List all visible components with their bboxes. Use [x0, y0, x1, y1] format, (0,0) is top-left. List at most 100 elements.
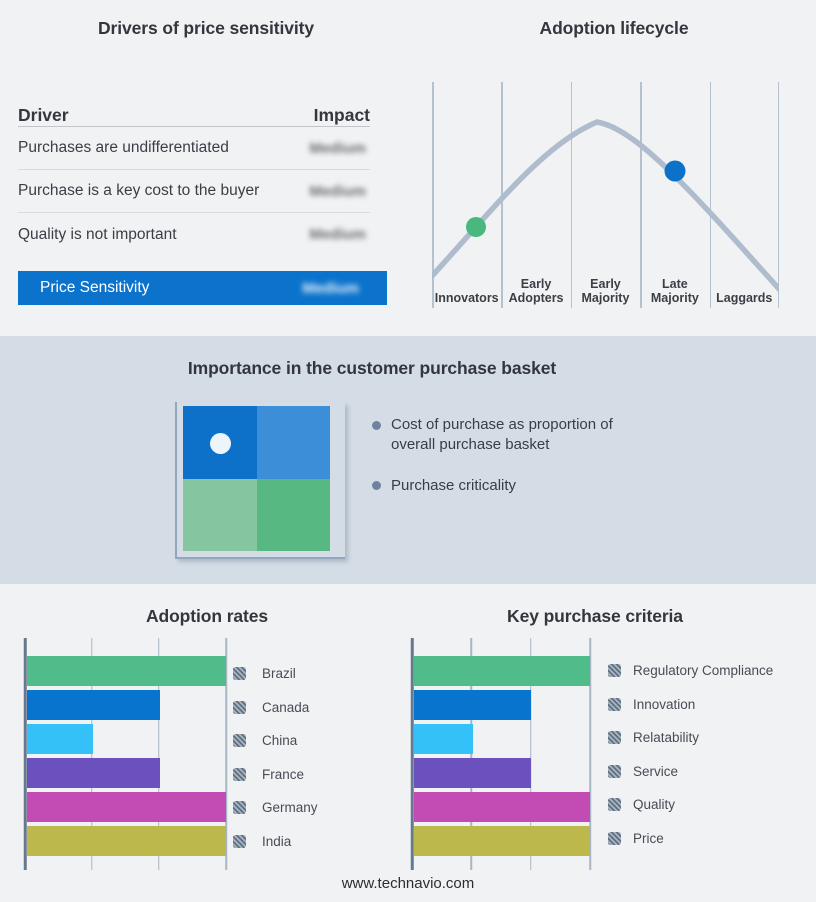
legend-item: Service [608, 755, 773, 789]
stage-label-laggards: Laggards [716, 291, 773, 306]
bar-brazil [27, 656, 226, 686]
legend-label: Brazil [262, 666, 296, 682]
legend-swatch-icon [608, 764, 621, 778]
impact-value-blurred: Medium [309, 226, 366, 243]
gridline [91, 638, 93, 870]
impact-value-blurred: Medium [309, 139, 366, 157]
table-header-row: Driver Impact [18, 92, 370, 127]
legend-item: China [233, 724, 318, 758]
impact-value-blurred: Medium [302, 279, 359, 297]
stage-label-innovators: Innovators [434, 291, 499, 306]
table-row: Purchases are undifferentiated Medium [18, 127, 370, 170]
legend-item: Price [608, 822, 773, 856]
gridline [640, 82, 642, 308]
purchase-basket-bullets: Cost of purchase as proportion of overal… [372, 415, 624, 517]
bar-canada [27, 690, 160, 720]
stage-label-early-adopters: Early Adopters [508, 276, 564, 306]
gridline [470, 638, 473, 870]
lifecycle-chart: Innovators Early Adopters Early Majority… [432, 82, 779, 308]
stage-labels-row: Innovators Early Adopters Early Majority… [432, 277, 779, 309]
legend-item: France [233, 758, 318, 792]
axis-line [23, 638, 27, 870]
quadrant-axis [175, 402, 345, 559]
bullet-item: Cost of purchase as proportion of overal… [372, 415, 624, 455]
legend-label: Innovation [633, 696, 696, 712]
table-row: Quality is not important Medium [18, 213, 370, 256]
quadrant-cell-bottom-left [183, 478, 257, 551]
legend-item: Relatability [608, 721, 773, 755]
legend-item: India [233, 825, 318, 859]
quadrant-matrix [183, 406, 330, 551]
gridline [777, 82, 779, 308]
bar-quality [414, 792, 590, 822]
bar-regulatory-compliance [414, 656, 590, 686]
legend-item: Quality [608, 788, 773, 822]
column-header-driver: Driver [18, 105, 69, 125]
bar-service [414, 758, 532, 788]
legend-label: Quality [633, 797, 676, 813]
gridline [225, 638, 227, 870]
legend-label: Price [633, 830, 664, 846]
column-header-impact: Impact [313, 105, 370, 125]
legend-swatch-icon [233, 767, 246, 781]
adoption-rates-legend: Brazil Canada China France Germany India [233, 657, 318, 858]
website-url: www.technavio.com [341, 875, 475, 892]
legend-swatch-icon [608, 831, 621, 845]
highlight-row-label: Price Sensitivity [40, 279, 150, 296]
legend-label: India [262, 833, 292, 849]
bell-curve-svg [432, 119, 779, 293]
gridline [589, 638, 591, 870]
legend-label: France [262, 766, 305, 782]
key-purchase-criteria-chart [410, 638, 591, 870]
legend-swatch-icon [608, 798, 621, 812]
legend-item: Innovation [608, 688, 773, 722]
legend-label: Germany [262, 800, 318, 816]
drivers-title: Drivers of price sensitivity [97, 18, 315, 38]
gridline [529, 638, 532, 870]
legend-label: China [262, 733, 298, 749]
adoption-rates-chart [23, 638, 227, 870]
quadrant-cell-top-right [256, 406, 330, 479]
legend-swatch-icon [233, 801, 246, 815]
driver-label: Quality is not important [18, 225, 177, 243]
table-row: Purchase is a key cost to the buyer Medi… [18, 170, 370, 213]
legend-label: Relatability [633, 730, 700, 746]
purchase-basket-title: Importance in the customer purchase bask… [187, 358, 557, 378]
bars-group [414, 656, 590, 860]
legend-swatch-icon [608, 731, 621, 745]
gridline [709, 82, 711, 308]
legend-swatch-icon [608, 664, 621, 678]
legend-item: Canada [233, 691, 318, 725]
gridline [158, 638, 160, 870]
legend-label: Regulatory Compliance [633, 663, 774, 679]
legend-swatch-icon [233, 834, 246, 848]
bullet-item: Purchase criticality [372, 476, 624, 496]
gridline [570, 82, 572, 308]
gridline [432, 82, 434, 308]
driver-label: Purchases are undifferentiated [18, 139, 229, 156]
adoption-rates-title: Adoption rates [145, 606, 269, 626]
price-sensitivity-table: Driver Impact Purchases are undifferenti… [18, 92, 370, 256]
bell-curve-path [432, 119, 779, 293]
bar-price [414, 826, 590, 856]
legend-swatch-icon [233, 734, 246, 748]
legend-item: Brazil [233, 657, 318, 691]
quadrant-cell-bottom-right [256, 478, 330, 551]
key-purchase-criteria-legend: Regulatory Compliance Innovation Relatab… [608, 654, 773, 855]
legend-swatch-icon [233, 700, 246, 714]
legend-label: Service [633, 763, 679, 779]
bar-innovation [414, 690, 532, 720]
middle-band-background [0, 336, 816, 584]
legend-swatch-icon [233, 667, 246, 681]
impact-value-blurred: Medium [309, 182, 366, 200]
bars-group [27, 656, 226, 860]
driver-label: Purchase is a key cost to the buyer [18, 182, 260, 199]
lifecycle-title: Adoption lifecycle [539, 18, 689, 38]
bar-france [27, 758, 160, 788]
quadrant-position-dot [210, 433, 231, 454]
bar-germany [27, 792, 226, 822]
legend-item: Germany [233, 791, 318, 825]
late-majority-marker-dot [664, 160, 686, 182]
price-sensitivity-highlight-row: Price Sensitivity Medium [18, 271, 387, 305]
